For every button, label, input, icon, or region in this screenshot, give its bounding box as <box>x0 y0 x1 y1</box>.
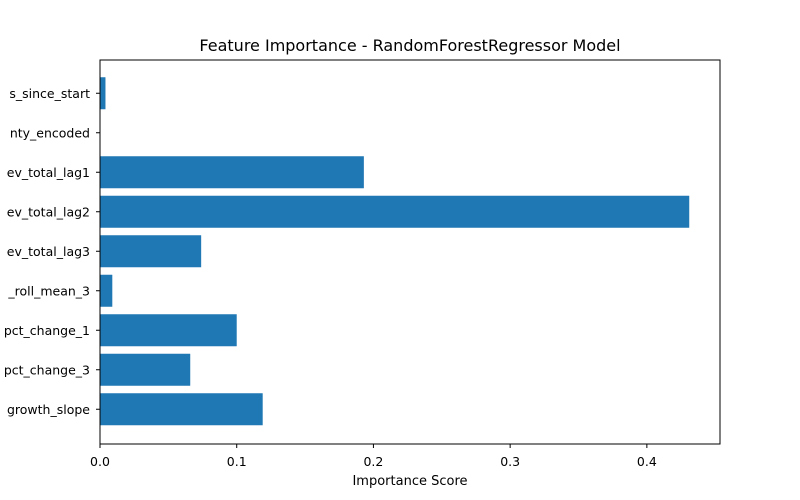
chart-title: Feature Importance - RandomForestRegress… <box>199 36 620 55</box>
bar-3 <box>100 195 690 228</box>
y-tick-label-3: ev_total_lag2 <box>7 204 90 219</box>
y-tick-label-7: pct_change_3 <box>4 362 90 377</box>
y-tick-label-8: growth_slope <box>7 402 90 417</box>
x-tick-label-1: 0.1 <box>227 454 247 469</box>
axis-ticks-group: s_since_start nty_encoded ev_total_lag1 ev_… <box>4 86 657 469</box>
bar-6 <box>100 314 237 347</box>
bar-4 <box>100 235 202 268</box>
x-tick-label-3: 0.3 <box>500 454 520 469</box>
y-tick-label-6: pct_change_1 <box>4 323 90 338</box>
bar-8 <box>100 393 263 426</box>
bar-0 <box>100 77 106 110</box>
plot-frame <box>99 59 721 445</box>
x-tick-label-2: 0.2 <box>363 454 383 469</box>
y-tick-label-1: nty_encoded <box>10 125 90 140</box>
bar-5 <box>100 274 113 307</box>
y-tick-label-4: ev_total_lag3 <box>7 244 90 259</box>
x-tick-label-4: 0.4 <box>637 454 657 469</box>
x-tick-label-0: 0.0 <box>90 454 110 469</box>
bars-group <box>100 77 690 426</box>
x-axis-label: Importance Score <box>352 474 467 489</box>
y-tick-label-0: s_since_start <box>9 86 90 101</box>
y-tick-label-5: _roll_mean_3 <box>7 283 90 298</box>
bar-7 <box>100 353 191 386</box>
bar-2 <box>100 156 364 189</box>
y-tick-label-2: ev_total_lag1 <box>7 165 90 180</box>
